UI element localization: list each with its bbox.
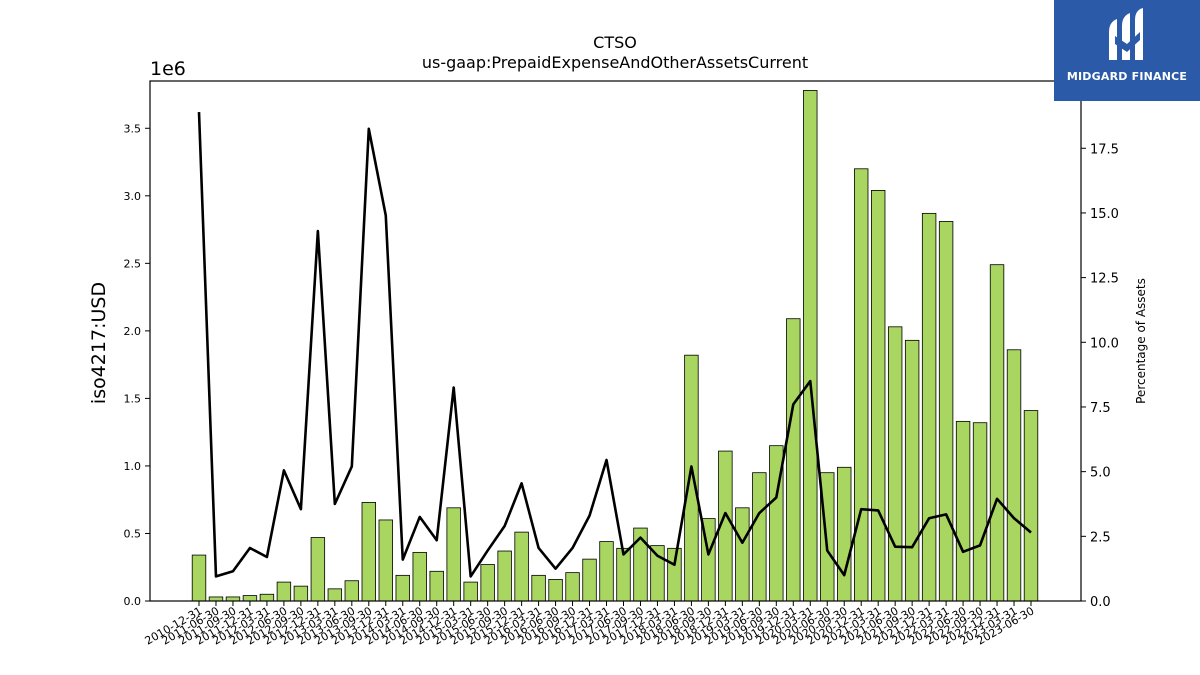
bar [938,221,954,602]
bar [446,507,461,602]
brand-logo: MIDGARD FINANCE [1054,0,1200,101]
bar [480,564,495,602]
line-path [197,111,1032,578]
logo-text: MIDGARD FINANCE [1066,70,1188,83]
bar [242,595,258,602]
y-axis-label-left: iso4217:USD [88,282,110,404]
y-tick-label-right: 5.0 [1090,466,1111,481]
bar [735,507,750,602]
bar [870,190,886,602]
bar [837,466,852,602]
y-axis-label-right: Percentage of Assets [1134,278,1148,404]
bar [752,472,767,602]
y-tick-label-right: 12.5 [1090,272,1119,287]
bar [972,422,988,602]
y-tick-label-left: 3.5 [124,122,142,135]
bar [531,574,546,602]
y-axis-left: 0.0 0.5 1.0 1.5 2.0 2.5 3.0 3.5 [124,122,150,608]
bar [344,580,360,602]
bar [887,326,903,602]
bar-series [191,90,1039,602]
bar [191,554,207,602]
y-tick-label-left: 1.0 [124,460,142,473]
bar [514,531,529,602]
bar [208,596,224,602]
bar [1023,410,1039,602]
bar [310,537,326,602]
y-tick-label-right: 0.0 [1090,595,1111,610]
bar [854,168,869,602]
x-axis: 2010-12-312011-06-302011-09-302011-12-31… [143,601,1037,648]
bar [259,593,275,602]
bar [548,578,563,602]
bar [497,550,512,602]
bar [463,581,478,602]
bar [803,90,818,602]
y-tick-label-right: 17.5 [1090,142,1119,157]
y-tick-label-left: 1.5 [124,392,142,405]
bar [1006,349,1022,602]
bar [327,588,343,602]
y-tick-label-left: 3.0 [124,190,142,203]
bar [684,354,699,602]
chart-subtitle: us-gaap:PrepaidExpenseAndOtherAssetsCurr… [422,53,808,72]
y-tick-label-right: 10.0 [1090,336,1119,351]
bar [616,547,631,602]
y-tick-label-right: 15.0 [1090,207,1119,222]
y-tick-label-right: 7.5 [1090,401,1111,416]
bar [989,264,1005,602]
plot-frame [149,80,1082,602]
chart-title: CTSO [593,33,637,52]
bar [955,420,971,602]
bar [361,502,376,602]
bar [786,318,801,602]
y-tick-label-left: 2.0 [124,325,142,338]
bar [904,339,920,602]
y-tick-label-left: 0.0 [124,595,142,608]
y-axis-right: 0.0 2.5 5.0 7.5 10.0 12.5 15.0 17.5 [1081,142,1119,610]
bar [667,547,682,602]
y-tick-label-left: 2.5 [124,257,142,270]
bar [565,572,580,602]
bar [225,596,241,602]
line-series [197,111,1032,578]
y-tick-label-right: 2.5 [1090,530,1111,545]
bar [378,519,393,602]
bar [412,551,427,602]
bar [293,585,309,602]
bar [921,212,937,602]
bar [582,558,597,602]
bar [429,570,444,602]
bar [276,581,292,602]
bar [395,574,410,602]
midgard-logo-icon [1109,8,1143,60]
y-tick-label-left: 0.5 [124,527,142,540]
bar [599,541,614,602]
y-offset-text: 1e6 [150,58,186,80]
